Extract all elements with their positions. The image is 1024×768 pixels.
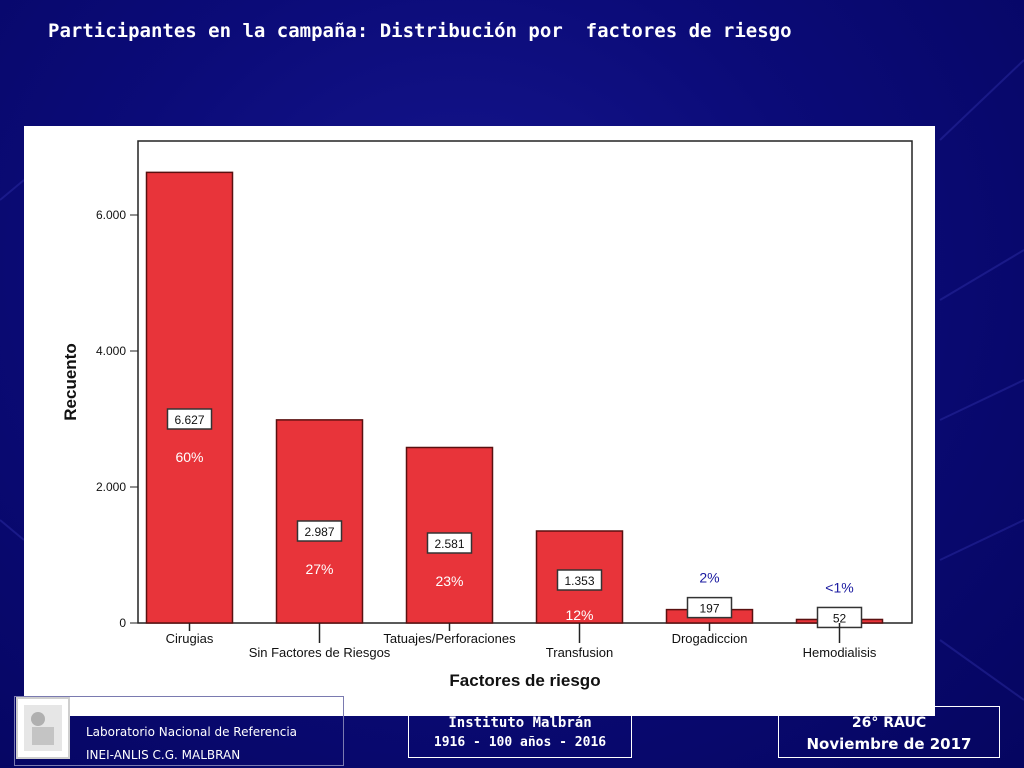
y-tick-label: 6.000: [96, 208, 126, 222]
value-label-box: [166, 408, 213, 430]
value-label: 197: [699, 602, 719, 616]
y-tick-label: 4.000: [96, 344, 126, 358]
percent-label: 60%: [175, 449, 203, 465]
plot-area: [137, 140, 913, 624]
chart-panel: 0 2.000 4.000 6.000 6.627 60% 2.987 27% 2.581 23…: [24, 126, 935, 716]
footer-lab-line1: Laboratorio Nacional de Referencia: [86, 725, 298, 739]
y-tick-label: 0: [119, 616, 126, 630]
percent-label: 27%: [305, 561, 333, 577]
value-label-box: [686, 596, 733, 619]
value-label: 2.581: [434, 537, 464, 551]
percent-label: 2%: [699, 570, 719, 586]
footer-event-date: Noviembre de 2017: [806, 735, 972, 753]
x-tick-label: Tatuajes/Perforaciones: [383, 631, 516, 646]
value-label-box: [296, 520, 343, 542]
footer-lab-line2: INEI-ANLIS C.G. MALBRAN: [86, 748, 241, 762]
footer-lab-box: [14, 696, 344, 766]
x-tick-label: Sin Factores de Riesgos: [249, 645, 391, 660]
bars: 6.627 60% 2.987 27% 2.581 23% 1.353 12% 197 2% 52 <…: [145, 171, 884, 629]
x-axis: Cirugias Sin Factores de RiesgosTatuajes/…: [166, 623, 877, 660]
x-tick-label: Drogadiccion: [672, 631, 748, 646]
footer-institute-years: 1916 - 100 años - 2016: [433, 735, 607, 750]
slide-title: Participantes en la campaña: Distribució…: [48, 20, 792, 42]
footer-institute-name: Instituto Malbrán: [448, 715, 592, 731]
institute-logo: [16, 697, 70, 759]
value-label: 6.627: [174, 413, 204, 427]
value-label: 52: [833, 611, 847, 625]
bar-chart: 0 2.000 4.000 6.000 6.627 60% 2.987 27% 2.581 23…: [61, 140, 913, 690]
x-tick-label: Transfusion: [546, 645, 613, 660]
value-label-box: [426, 532, 473, 554]
y-axis-label: Recuento: [61, 343, 80, 420]
value-label: 2.987: [304, 525, 334, 539]
y-tick-label: 2.000: [96, 480, 126, 494]
x-axis-label: Factores de riesgo: [449, 671, 600, 690]
x-tick-label: Cirugias: [166, 631, 214, 646]
percent-label: 12%: [565, 607, 593, 623]
percent-label: 23%: [435, 573, 463, 589]
x-tick-label: Hemodialisis: [803, 645, 877, 660]
value-label-box: [556, 569, 603, 591]
bar: [145, 171, 234, 624]
y-axis: 0 2.000 4.000 6.000: [96, 208, 138, 630]
footer-event-box: 26° RAUC Noviembre de 2017: [778, 706, 1000, 758]
value-label: 1.353: [564, 574, 594, 588]
percent-label: <1%: [825, 579, 853, 595]
footer-institute-box: Instituto Malbrán 1916 - 100 años - 2016: [408, 706, 632, 758]
footer-event-name: 26° RAUC: [851, 715, 927, 731]
